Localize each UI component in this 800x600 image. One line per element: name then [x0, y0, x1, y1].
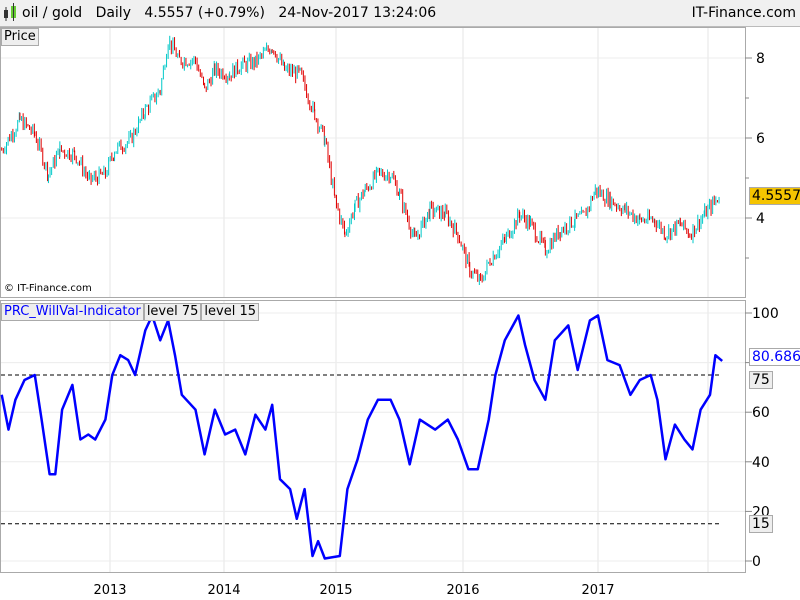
y-tick-label: 60	[752, 405, 770, 421]
title-bar: oil / gold Daily 4.5557 (+0.79%) 24-Nov-…	[0, 0, 800, 27]
level75-label: level 75	[143, 303, 202, 321]
copyright: © IT-Finance.com	[4, 283, 92, 294]
x-tick-label: 2016	[446, 583, 479, 598]
level15-label: level 15	[201, 303, 259, 321]
last-price: 4.5557	[144, 5, 194, 21]
x-tick-label: 2014	[207, 583, 240, 598]
chart-header: oil / gold Daily 4.5557 (+0.79%) 24-Nov-…	[22, 0, 436, 26]
y-tick-label: 6	[756, 131, 765, 147]
period: Daily	[95, 5, 131, 21]
x-tick-label: 2015	[319, 583, 352, 598]
candlestick-icon	[4, 3, 16, 21]
level15-badge: 15	[749, 515, 773, 533]
price-panel-label: Price	[1, 28, 39, 46]
indicator-panel-frame	[0, 300, 746, 573]
price-panel-frame	[0, 27, 746, 298]
indicator-value-badge: 80.686	[749, 348, 800, 366]
indicator-line	[0, 314, 724, 560]
x-tick-label: 2017	[581, 583, 614, 598]
site-name: IT-Finance.com	[691, 5, 796, 21]
indicator-legend: PRC_WillVal-Indicator level 75 level 15	[1, 303, 259, 321]
y-tick-label: 100	[752, 306, 779, 322]
symbol: oil / gold	[22, 5, 83, 21]
x-tick-label: 2013	[93, 583, 126, 598]
y-tick-label: 4	[756, 211, 765, 227]
last-price-badge: 4.5557	[749, 187, 800, 205]
datetime: 24-Nov-2017 13:24:06	[278, 5, 437, 21]
change: (+0.79%)	[197, 5, 265, 21]
y-tick-label: 8	[756, 51, 765, 67]
y-tick-label: 40	[752, 455, 770, 471]
y-tick-label: 0	[752, 554, 761, 570]
level75-badge: 75	[749, 371, 773, 389]
indicator-label: PRC_WillVal-Indicator	[1, 303, 144, 321]
